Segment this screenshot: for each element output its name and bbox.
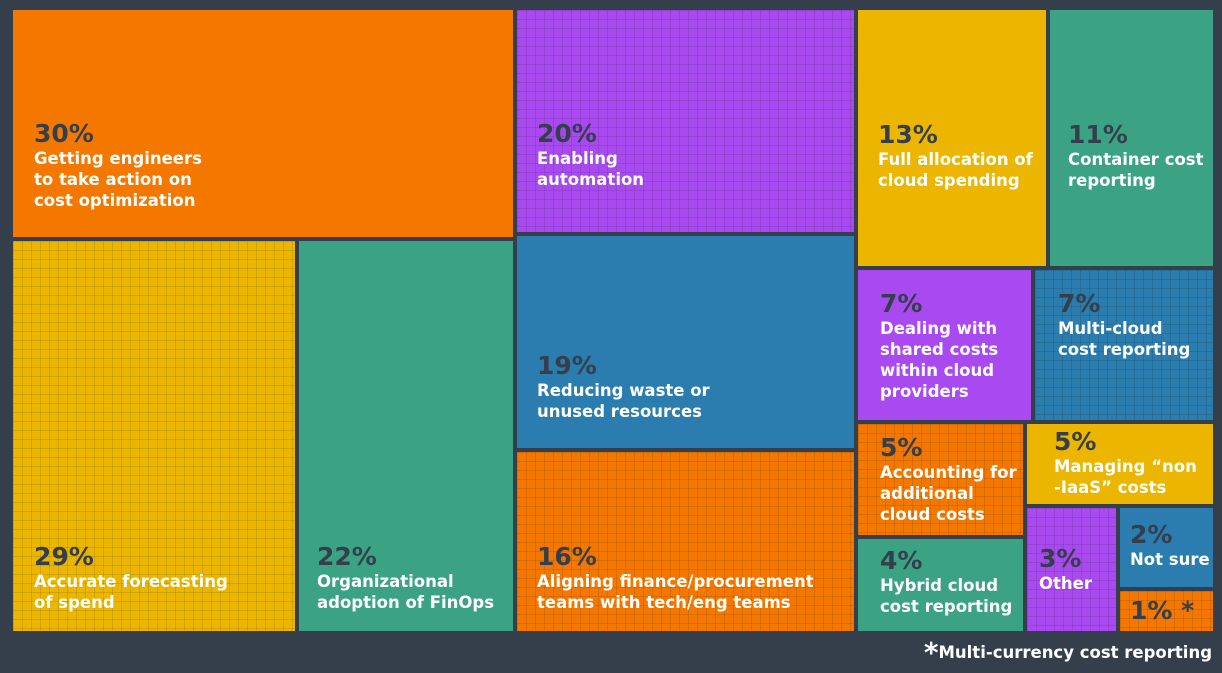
tile-value-label: 2%	[1130, 520, 1173, 549]
tile-category-label: Not sure	[1130, 550, 1210, 569]
tile-category-label: cost optimization	[34, 191, 196, 210]
treemap-tile: 2% Not sure	[1120, 508, 1213, 587]
tile-label: 16% Aligning finance/procurement teams wit…	[537, 543, 814, 613]
tile-value-label: 16%	[537, 542, 597, 571]
tile-category-label: Aligning finance/procurement	[537, 572, 814, 591]
tile-category-label: cloud costs	[880, 505, 985, 524]
tile-category-label: Hybrid cloud	[880, 576, 999, 595]
tile-value-label: 7%	[880, 289, 923, 318]
treemap-tile: 7% Multi-cloud cost reporting	[1035, 270, 1213, 420]
tile-category-label: Full allocation of	[878, 150, 1033, 169]
tile-label: 19% Reducing waste or unused resources	[537, 352, 710, 422]
tile-category-label: shared costs	[880, 340, 999, 359]
tile-label: 29% Accurate forecasting of spend	[34, 543, 228, 613]
tile-category-label: -IaaS” costs	[1054, 478, 1167, 497]
tile-value-label: 13%	[878, 120, 938, 149]
tile-label: 13% Full allocation of cloud spending	[878, 121, 1033, 191]
treemap-tile: 30% Getting engineers to take action on cos…	[13, 10, 513, 237]
tile-category-label: teams with tech/eng teams	[537, 593, 791, 612]
tile-category-label: cost reporting	[880, 597, 1013, 616]
tile-label: 20% Enabling automation	[537, 120, 644, 190]
tile-category-label: cloud spending	[878, 171, 1020, 190]
tile-label: 5% Managing “non -IaaS” costs	[1054, 428, 1197, 498]
tile-category-label: Reducing waste or	[537, 381, 710, 400]
treemap-tile: 1% *	[1120, 591, 1213, 631]
tile-value-label: 30%	[34, 119, 94, 148]
tile-value-label: 3%	[1039, 544, 1082, 573]
treemap-tile: 5% Managing “non -IaaS” costs	[1027, 424, 1213, 504]
tile-category-label: Other	[1039, 574, 1092, 593]
treemap-tile: 16% Aligning finance/procurement teams wit…	[517, 452, 854, 631]
tile-value-label: 4%	[880, 546, 923, 575]
treemap-tile: 7% Dealing with shared costs within cloud pr…	[858, 270, 1031, 420]
tile-category-label: unused resources	[537, 402, 702, 421]
tile-category-label: automation	[537, 170, 645, 189]
tile-category-label: adoption of FinOps	[317, 593, 495, 612]
tile-category-label: within cloud	[880, 361, 995, 380]
treemap-tile: 22% Organizational adoption of FinOps	[299, 241, 513, 631]
tile-category-label: Enabling	[537, 149, 618, 168]
tile-label: 2% Not sure	[1130, 521, 1210, 570]
tile-category-label: Accurate forecasting	[34, 572, 228, 591]
tile-category-label: Managing “non	[1054, 457, 1197, 476]
tile-label: 3% Other	[1039, 545, 1092, 594]
tile-value-label: 29%	[34, 542, 94, 571]
tile-value-label: 20%	[537, 119, 597, 148]
tile-value-label: 22%	[317, 542, 377, 571]
tile-value-label: 19%	[537, 351, 597, 380]
tile-category-label: of spend	[34, 593, 115, 612]
treemap-tile: 11% Container cost reporting	[1050, 10, 1213, 266]
tile-category-label: to take action on	[34, 170, 192, 189]
treemap-tile: 19% Reducing waste or unused resources	[517, 236, 854, 448]
treemap-tile: 3% Other	[1027, 508, 1116, 631]
treemap-tile: 20% Enabling automation	[517, 10, 854, 232]
tile-label: 1% *	[1130, 597, 1194, 625]
tile-category-label: Container cost	[1068, 150, 1204, 169]
tile-label: 7% Multi-cloud cost reporting	[1058, 290, 1190, 360]
treemap-tile: 29% Accurate forecasting of spend	[13, 241, 295, 631]
tile-label: 22% Organizational adoption of FinOps	[317, 543, 494, 613]
tile-category-label: reporting	[1068, 171, 1156, 190]
tile-value-label: 1% *	[1130, 596, 1195, 625]
tile-category-label: Organizational	[317, 572, 454, 591]
tile-label: 7% Dealing with shared costs within cloud pr…	[880, 290, 998, 402]
tile-label: 5% Accounting for additional cloud costs	[880, 434, 1017, 525]
tile-category-label: Accounting for	[880, 463, 1017, 482]
footnote-text: Multi-currency cost reporting	[938, 643, 1212, 662]
tile-value-label: 7%	[1058, 289, 1101, 318]
tile-category-label: Dealing with	[880, 319, 998, 338]
tile-value-label: 5%	[880, 433, 923, 462]
treemap-tile: 5% Accounting for additional cloud costs	[858, 424, 1023, 535]
tile-value-label: 11%	[1068, 120, 1128, 149]
tile-label: 30% Getting engineers to take action on cos…	[34, 120, 202, 211]
footnote: *Multi-currency cost reporting	[924, 638, 1212, 668]
tile-category-label: Multi-cloud	[1058, 319, 1163, 338]
tile-label: 4% Hybrid cloud cost reporting	[880, 547, 1012, 617]
tile-category-label: providers	[880, 382, 969, 401]
tile-value-label: 5%	[1054, 427, 1097, 456]
footnote-marker: *	[923, 636, 939, 669]
treemap-tile: 4% Hybrid cloud cost reporting	[858, 539, 1023, 631]
tile-category-label: Getting engineers	[34, 149, 202, 168]
tile-category-label: cost reporting	[1058, 340, 1191, 359]
treemap-tile: 13% Full allocation of cloud spending	[858, 10, 1046, 266]
tile-category-label: additional	[880, 484, 974, 503]
tile-label: 11% Container cost reporting	[1068, 121, 1204, 191]
